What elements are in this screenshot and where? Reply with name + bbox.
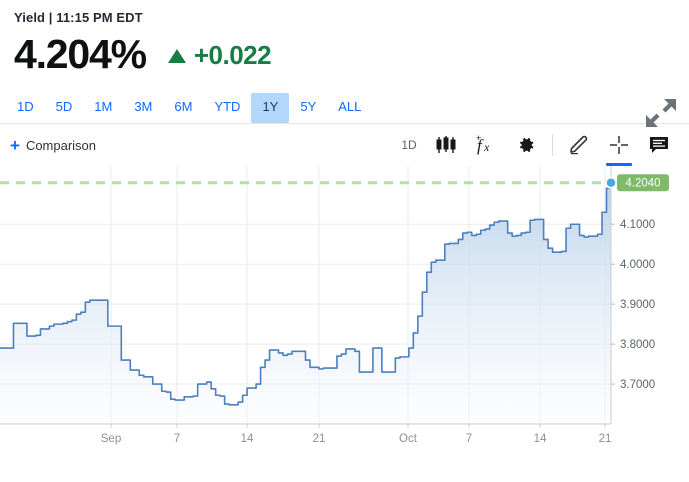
- svg-text:x: x: [483, 140, 490, 154]
- pencil-draw-icon[interactable]: [559, 124, 599, 166]
- x-axis-tick-label: 7: [466, 433, 472, 445]
- chart-toolbar: + Comparison 1D f x +: [0, 124, 689, 166]
- y-axis-tick-label: 3.7000: [620, 379, 655, 391]
- y-axis-tick-label: 4.0000: [620, 259, 655, 271]
- expand-arrows-icon[interactable]: [643, 96, 677, 130]
- current-price-badge-label: 4.2040: [625, 178, 660, 190]
- range-tab-6m[interactable]: 6M: [174, 99, 193, 114]
- range-tab-1y[interactable]: 1Y: [251, 93, 290, 123]
- crosshair-active-indicator: [606, 163, 632, 166]
- chart-canvas[interactable]: 4.1000 4.0000 3.9000 3.8000 3.7000 Sep 7 14 21 Oc…: [0, 166, 689, 451]
- yield-chart[interactable]: 4.1000 4.0000 3.9000 3.8000 3.7000 Sep 7 14 21 Oc…: [0, 166, 689, 451]
- x-axis-tick-label: Oct: [399, 433, 418, 445]
- indicators-fx-icon[interactable]: f x +: [466, 124, 506, 166]
- x-axis-tick-label: 7: [174, 433, 180, 445]
- candlestick-chart-icon[interactable]: [426, 124, 466, 166]
- comparison-label: Comparison: [25, 137, 97, 153]
- chart-toolbar-right: 1D f x +: [392, 124, 679, 166]
- x-axis-tick-label: 14: [241, 433, 254, 445]
- x-axis-tick-label: 21: [599, 433, 612, 445]
- quote-label: Yield | 11:15 PM EDT: [14, 10, 143, 25]
- range-tab-1d[interactable]: 1D: [17, 99, 34, 114]
- chart-axes: 4.1000 4.0000 3.9000 3.8000 3.7000 Sep 7 14 21 Oc…: [0, 166, 655, 445]
- interval-label[interactable]: 1D: [401, 138, 417, 152]
- price-value: 4.204%: [14, 31, 147, 77]
- triangle-up-icon: [167, 48, 186, 63]
- x-axis-tick-label: 21: [313, 433, 326, 445]
- y-axis-tick-label: 3.9000: [620, 299, 655, 311]
- range-tab-3m[interactable]: 3M: [134, 99, 153, 114]
- crosshair-icon[interactable]: [599, 124, 639, 166]
- note-comment-icon[interactable]: [639, 124, 679, 166]
- change-group: +0.022: [167, 39, 272, 70]
- chart-area-series: [0, 182, 612, 424]
- quote-header: Yield | 11:15 PM EDT 4.204% +0.022: [0, 0, 689, 75]
- gear-icon[interactable]: [506, 124, 546, 166]
- range-tab-ytd[interactable]: YTD: [214, 99, 241, 114]
- current-price-marker: [605, 176, 617, 189]
- toolbar-divider: [552, 134, 553, 156]
- current-price-badge: 4.2040: [617, 174, 669, 192]
- x-axis-tick-label: Sep: [101, 433, 121, 445]
- range-tab-all[interactable]: ALL: [338, 99, 362, 114]
- x-axis-tick-label: 14: [534, 433, 547, 445]
- range-tab-5d[interactable]: 5D: [55, 99, 73, 114]
- change-value: +0.022: [193, 39, 272, 70]
- y-axis-tick-label: 4.1000: [620, 219, 655, 231]
- svg-text:+: +: [476, 134, 481, 143]
- add-comparison-button[interactable]: + Comparison: [10, 137, 96, 154]
- y-axis-tick-label: 3.8000: [620, 339, 655, 351]
- range-tab-1m[interactable]: 1M: [94, 99, 113, 114]
- range-tab-5y[interactable]: 5Y: [300, 99, 317, 114]
- price-row: 4.204% +0.022: [14, 34, 675, 75]
- plus-icon: +: [10, 135, 20, 155]
- range-tabs: 1D 5D 1M 3M 6M YTD 1Y 5Y ALL: [0, 93, 689, 124]
- svg-text:f: f: [477, 136, 484, 155]
